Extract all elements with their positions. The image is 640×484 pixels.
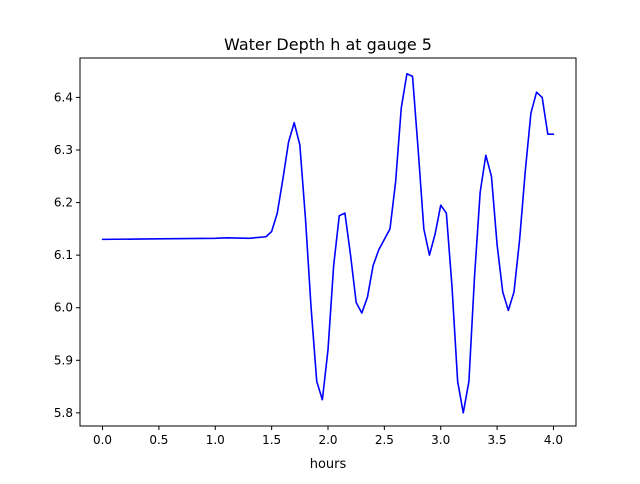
x-tick-label: 3.5 <box>488 433 507 447</box>
x-tick-label: 0.5 <box>149 433 168 447</box>
x-tick-label: 1.5 <box>262 433 281 447</box>
y-tick-label: 6.3 <box>54 143 73 157</box>
y-tick-label: 6.4 <box>54 90 73 104</box>
y-tick-label: 6.1 <box>54 248 73 262</box>
series-line-0 <box>101 72 555 414</box>
x-tick-label: 4.0 <box>544 433 563 447</box>
x-axis-label: hours <box>310 457 347 472</box>
plot-area: 0.0 0.5 1.0 1.5 2.0 2.5 3.0 3.5 4.0 5.8 5.9 6.0 6.1 6… <box>54 57 577 447</box>
y-tick-label: 5.9 <box>54 353 73 367</box>
y-tick-label: 6.2 <box>54 196 73 210</box>
x-tick-label: 0.0 <box>93 433 112 447</box>
x-tick-label: 1.0 <box>206 433 225 447</box>
y-tick-label: 6.0 <box>54 301 73 315</box>
x-tick-label: 2.0 <box>318 433 337 447</box>
chart-title: Water Depth h at gauge 5 <box>224 35 432 54</box>
y-tick-label: 5.8 <box>54 406 73 420</box>
x-tick-label: 2.5 <box>375 433 394 447</box>
x-tick-label: 3.0 <box>431 433 450 447</box>
